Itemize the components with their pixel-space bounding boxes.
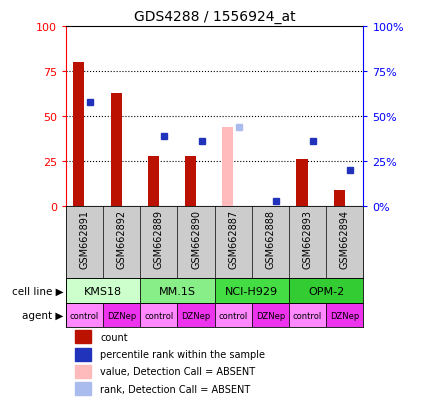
- Text: GSM662893: GSM662893: [303, 209, 313, 268]
- Text: control: control: [144, 311, 173, 320]
- Bar: [185, 156, 196, 206]
- Bar: [178, 304, 215, 328]
- Bar: [148, 156, 159, 206]
- Text: DZNep: DZNep: [181, 311, 211, 320]
- Text: MM.1S: MM.1S: [159, 286, 196, 296]
- Text: GSM662888: GSM662888: [265, 209, 275, 268]
- Bar: [140, 304, 178, 328]
- Text: NCI-H929: NCI-H929: [225, 286, 278, 296]
- Bar: [215, 279, 289, 304]
- Text: OPM-2: OPM-2: [308, 286, 344, 296]
- Bar: [252, 304, 289, 328]
- Bar: [296, 160, 308, 206]
- Text: control: control: [218, 311, 248, 320]
- Text: GSM662887: GSM662887: [228, 209, 238, 268]
- Bar: [215, 304, 252, 328]
- Bar: [326, 304, 363, 328]
- Text: GSM662891: GSM662891: [79, 209, 90, 268]
- Text: DZNep: DZNep: [330, 311, 360, 320]
- Text: rank, Detection Call = ABSENT: rank, Detection Call = ABSENT: [100, 384, 250, 394]
- Text: GSM662890: GSM662890: [191, 209, 201, 268]
- Text: control: control: [293, 311, 322, 320]
- Bar: [75, 348, 91, 361]
- Bar: [66, 304, 103, 328]
- Text: GSM662894: GSM662894: [340, 209, 350, 268]
- Text: percentile rank within the sample: percentile rank within the sample: [100, 349, 265, 359]
- Text: KMS18: KMS18: [84, 286, 122, 296]
- Text: control: control: [70, 311, 99, 320]
- Bar: [75, 382, 91, 396]
- Text: value, Detection Call = ABSENT: value, Detection Call = ABSENT: [100, 367, 255, 377]
- Text: DZNep: DZNep: [107, 311, 136, 320]
- Bar: [334, 190, 345, 206]
- Text: DZNep: DZNep: [256, 311, 285, 320]
- Text: GSM662889: GSM662889: [154, 209, 164, 268]
- Text: count: count: [100, 332, 128, 342]
- Bar: [75, 365, 91, 378]
- Text: GSM662892: GSM662892: [116, 209, 127, 268]
- Bar: [222, 128, 233, 206]
- Bar: [75, 330, 91, 344]
- Bar: [110, 93, 122, 206]
- Bar: [289, 304, 326, 328]
- Text: agent ▶: agent ▶: [23, 311, 64, 320]
- Bar: [140, 279, 215, 304]
- Bar: [73, 63, 85, 206]
- Text: cell line ▶: cell line ▶: [12, 286, 64, 296]
- Title: GDS4288 / 1556924_at: GDS4288 / 1556924_at: [134, 10, 295, 24]
- Bar: [66, 279, 140, 304]
- Bar: [103, 304, 140, 328]
- Bar: [289, 279, 363, 304]
